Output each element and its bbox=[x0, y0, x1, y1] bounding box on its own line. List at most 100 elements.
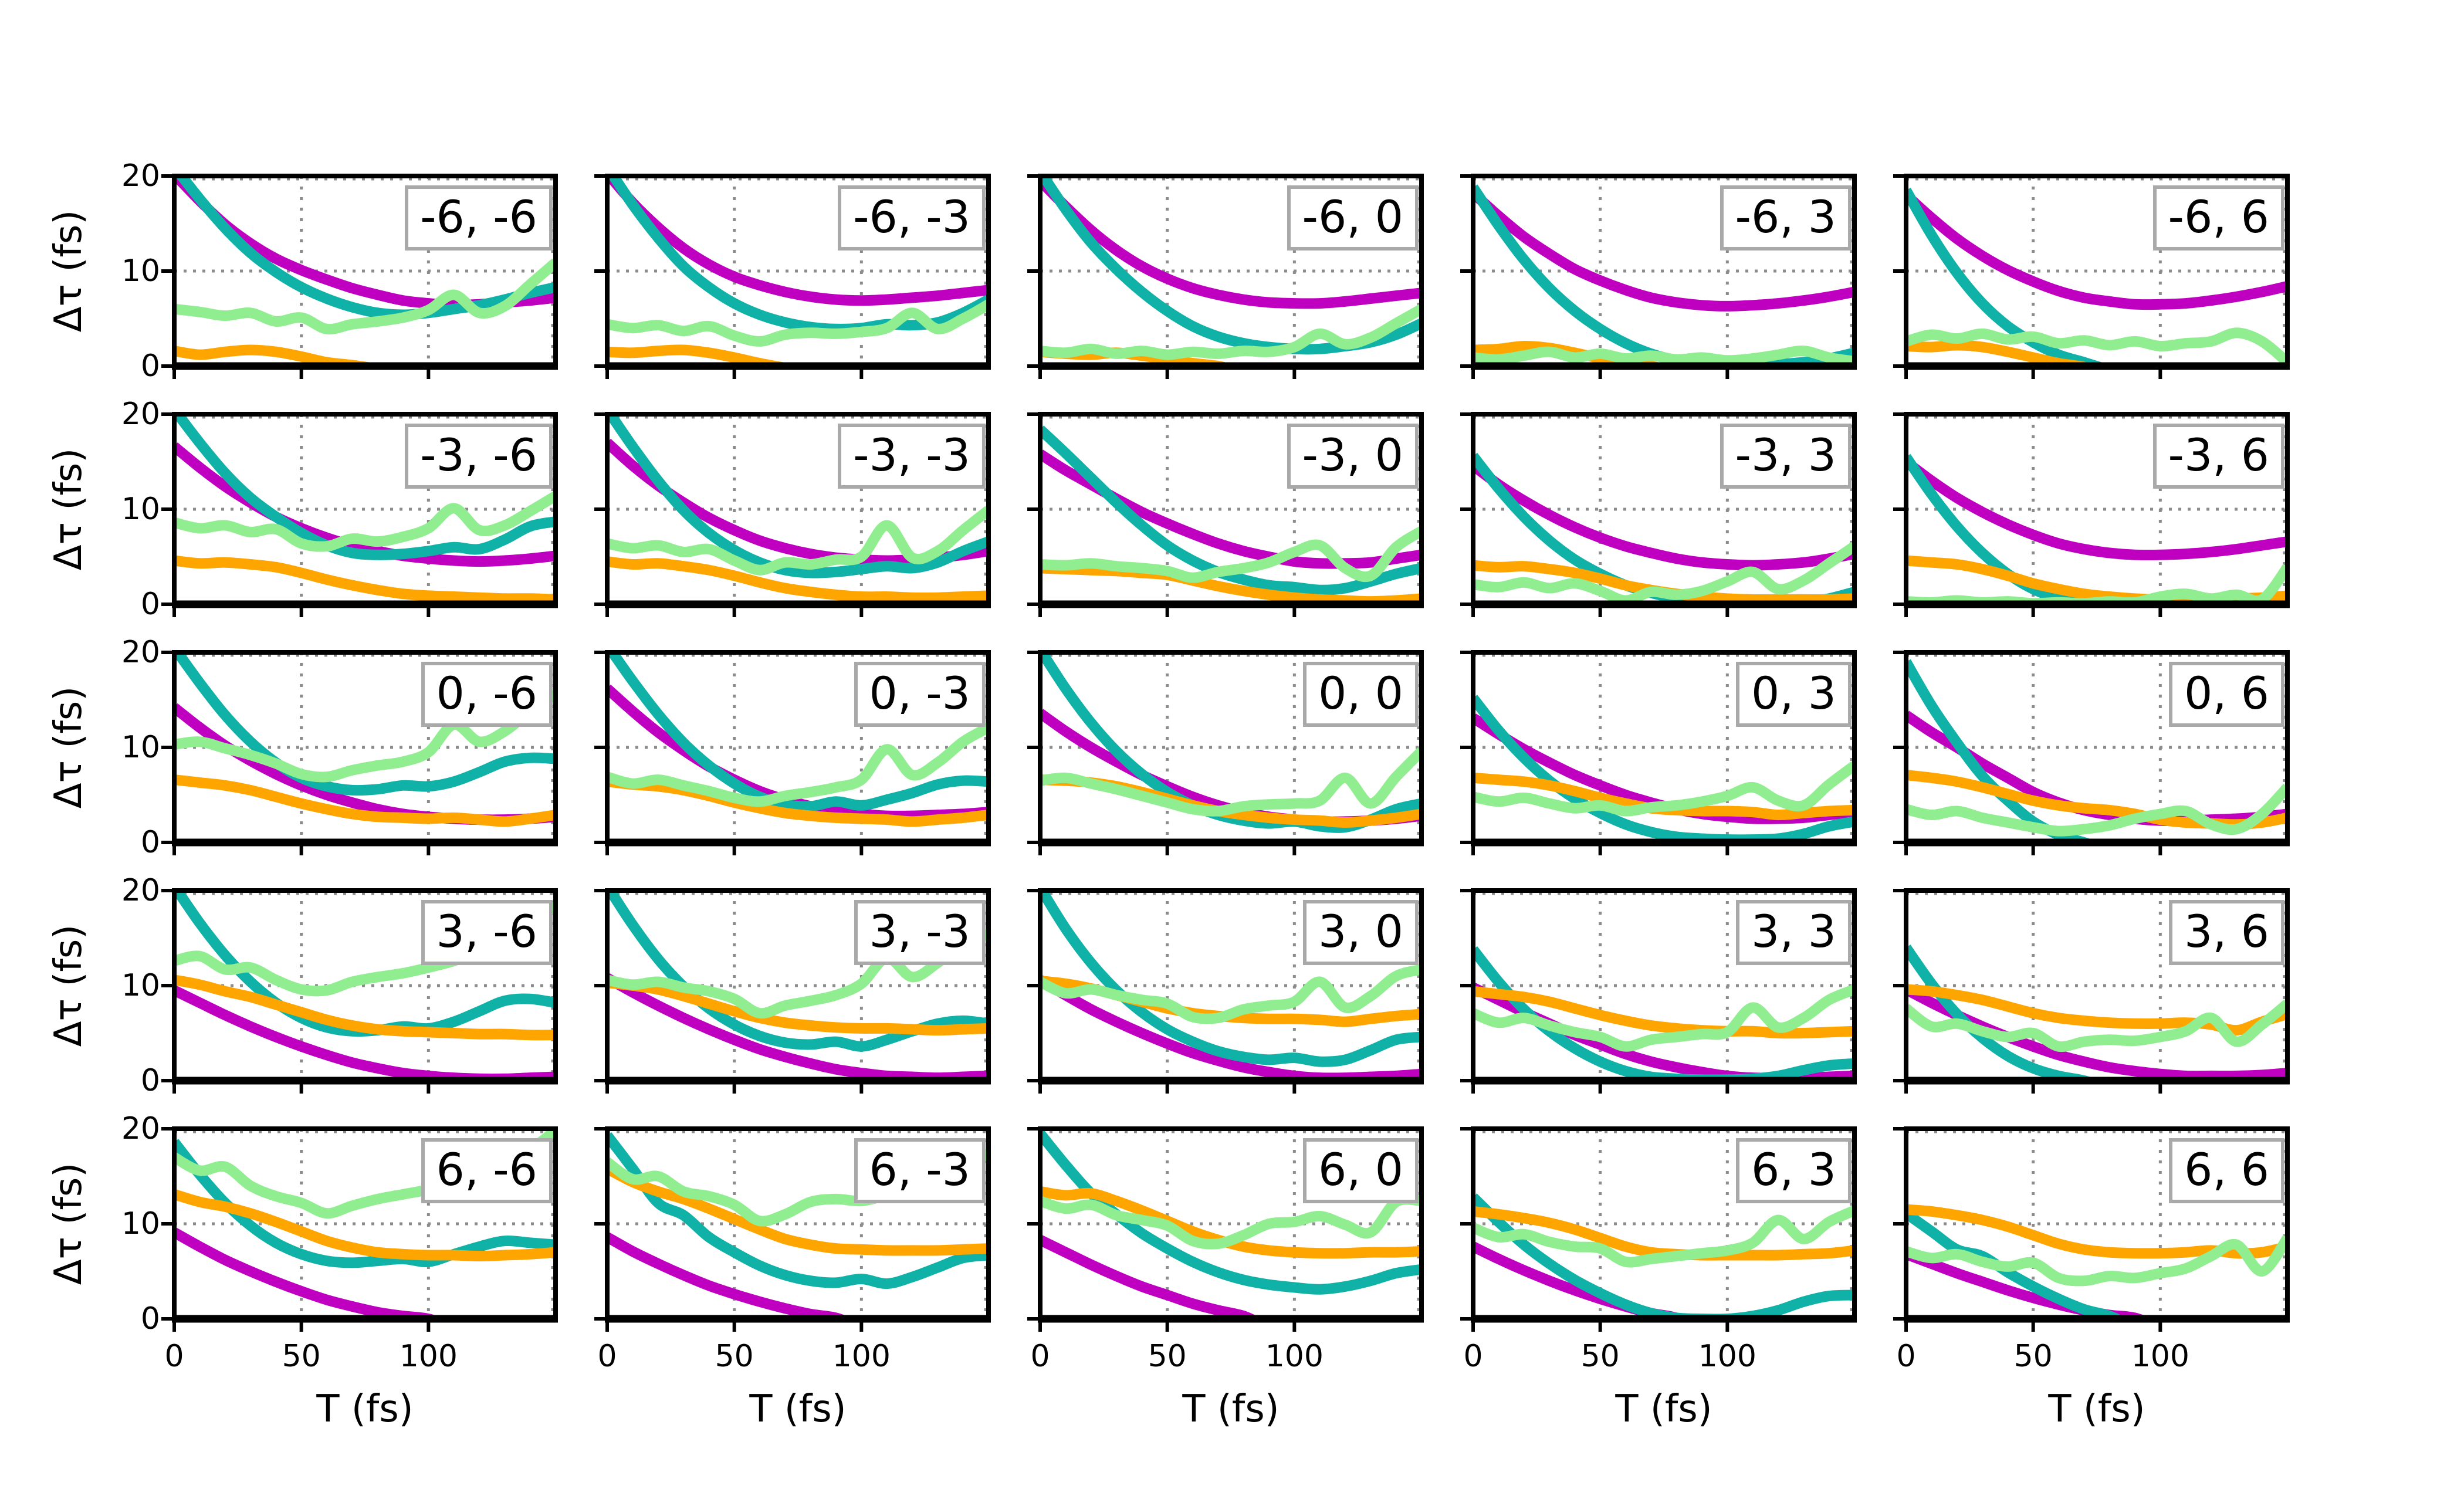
subplot--3_-3: -3, -3 bbox=[594, 412, 991, 617]
x-axis-label: T (fs) bbox=[2048, 1387, 2145, 1431]
curves bbox=[1906, 659, 2287, 842]
curves bbox=[174, 176, 556, 366]
panel-label: 0, -6 bbox=[421, 662, 553, 727]
curve-orange bbox=[174, 774, 556, 827]
y-tick-label: 0 bbox=[140, 1063, 160, 1098]
curve-magenta bbox=[174, 1227, 446, 1319]
panel-label: -3, -3 bbox=[838, 424, 986, 489]
curve-green bbox=[1040, 304, 1421, 360]
curve-magenta bbox=[607, 1232, 854, 1319]
subplot-6_6: 6, 6 bbox=[1893, 1126, 2290, 1332]
panel-label: 6, -6 bbox=[421, 1138, 553, 1204]
panel-label: 6, 6 bbox=[2168, 1138, 2284, 1204]
x-axis-label: T (fs) bbox=[1182, 1387, 1280, 1431]
plot-canvas bbox=[594, 412, 991, 617]
subplot-0_6: 0, 6 bbox=[1893, 650, 2290, 855]
curve-green bbox=[174, 689, 556, 783]
subplot--6_6: -6, 6 bbox=[1893, 174, 2290, 379]
subplot--6_-6: -6, -6 bbox=[161, 174, 558, 379]
y-tick-label: 10 bbox=[121, 253, 160, 289]
curve-teal bbox=[1040, 425, 1421, 595]
curve-orange bbox=[607, 556, 989, 603]
curve-orange bbox=[174, 1189, 556, 1262]
curve-teal bbox=[607, 652, 989, 812]
curves bbox=[1473, 946, 1854, 1081]
x-tick-label: 50 bbox=[282, 1339, 321, 1374]
plot-canvas bbox=[161, 412, 558, 617]
curve-teal bbox=[1906, 659, 2101, 842]
curves bbox=[607, 414, 989, 603]
curve-green bbox=[1473, 541, 1854, 604]
subplot-0_0: 0, 0 bbox=[1027, 650, 1424, 855]
plot-canvas bbox=[161, 650, 558, 855]
y-tick-label: 20 bbox=[121, 873, 160, 908]
plot-canvas bbox=[1893, 174, 2290, 379]
y-tick-label: 20 bbox=[121, 158, 160, 194]
subplot-3_-6: 3, -6 bbox=[161, 888, 558, 1094]
y-tick-label: 20 bbox=[121, 1111, 160, 1146]
curves bbox=[1473, 695, 1854, 842]
curve-orange bbox=[607, 344, 800, 366]
curve-green bbox=[607, 506, 989, 576]
panel-label: -6, -6 bbox=[405, 185, 553, 251]
subplot-6_-3: 6, -3 bbox=[594, 1126, 991, 1332]
plot-canvas bbox=[161, 174, 558, 379]
plot-canvas bbox=[1893, 650, 2290, 855]
panel-label: -3, 6 bbox=[2152, 424, 2284, 489]
curve-orange bbox=[174, 974, 556, 1041]
panel-label: -6, 6 bbox=[2152, 185, 2284, 251]
curve-orange bbox=[607, 1164, 989, 1256]
y-tick-label: 20 bbox=[121, 397, 160, 432]
curve-orange bbox=[607, 776, 989, 827]
y-tick-label: 0 bbox=[140, 348, 160, 384]
curve-teal bbox=[607, 414, 989, 578]
curve-magenta bbox=[174, 442, 556, 567]
curve-magenta bbox=[1040, 177, 1421, 309]
subplot-0_3: 0, 3 bbox=[1460, 650, 1857, 855]
curve-teal bbox=[1040, 891, 1421, 1067]
subplot--6_0: -6, 0 bbox=[1027, 174, 1424, 379]
curve-green bbox=[1473, 984, 1854, 1052]
panel-label: -6, 0 bbox=[1287, 185, 1419, 251]
panel-label: -3, -6 bbox=[405, 424, 553, 489]
curve-green bbox=[174, 258, 556, 335]
y-tick-label: 10 bbox=[121, 730, 160, 765]
curve-teal bbox=[174, 652, 556, 796]
y-axis-label: Δτ (fs) bbox=[47, 924, 90, 1047]
curves bbox=[607, 176, 989, 366]
x-tick-label: 0 bbox=[1463, 1339, 1483, 1374]
plot-canvas bbox=[1460, 888, 1857, 1094]
curve-orange bbox=[1473, 986, 1854, 1039]
curve-magenta bbox=[1906, 191, 2287, 310]
y-axis-label: Δτ (fs) bbox=[47, 686, 90, 809]
curve-green bbox=[1906, 564, 2287, 604]
curve-green bbox=[607, 723, 989, 807]
panel-label: 0, 0 bbox=[1302, 662, 1419, 727]
plot-canvas bbox=[1027, 1126, 1424, 1332]
subplot--3_0: -3, 0 bbox=[1027, 412, 1424, 617]
plot-canvas bbox=[1027, 650, 1424, 855]
subplot-6_-6: 6, -6 bbox=[161, 1126, 558, 1332]
x-axis-label: T (fs) bbox=[316, 1387, 414, 1431]
x-tick-label: 100 bbox=[1698, 1339, 1756, 1374]
x-tick-label: 50 bbox=[2013, 1339, 2053, 1374]
plot-canvas bbox=[1893, 412, 2290, 617]
subplot--3_3: -3, 3 bbox=[1460, 412, 1857, 617]
panel-label: 6, 0 bbox=[1302, 1138, 1419, 1204]
subplot-3_3: 3, 3 bbox=[1460, 888, 1857, 1094]
curve-green bbox=[1473, 761, 1854, 817]
panel-label: -3, 0 bbox=[1287, 424, 1419, 489]
y-tick-label: 10 bbox=[121, 968, 160, 1003]
curves bbox=[174, 414, 556, 604]
y-tick-label: 0 bbox=[140, 1301, 160, 1336]
plot-canvas bbox=[594, 888, 991, 1094]
x-tick-label: 100 bbox=[1265, 1339, 1324, 1374]
y-tick-label: 10 bbox=[121, 492, 160, 527]
curve-green bbox=[1040, 526, 1421, 583]
y-axis-label: Δτ (fs) bbox=[47, 1162, 90, 1285]
panel-label: 3, -3 bbox=[854, 900, 986, 966]
curve-green bbox=[1040, 1194, 1421, 1250]
plot-canvas bbox=[594, 174, 991, 379]
x-tick-label: 0 bbox=[1896, 1339, 1916, 1374]
